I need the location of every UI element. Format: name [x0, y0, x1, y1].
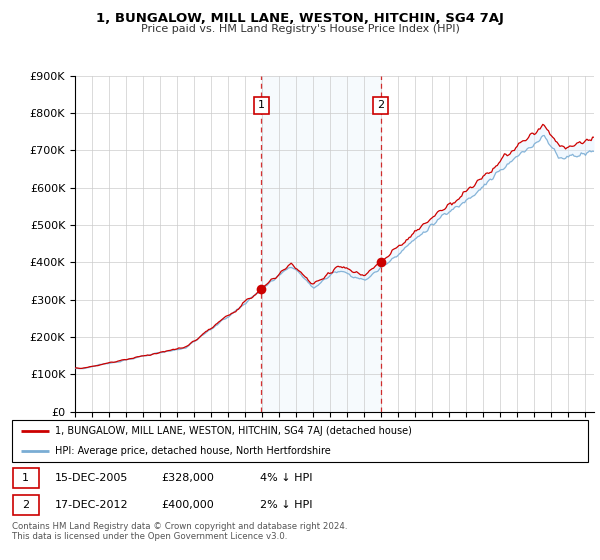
Text: £400,000: £400,000	[162, 500, 215, 510]
Bar	[13, 468, 39, 488]
Text: Price paid vs. HM Land Registry's House Price Index (HPI): Price paid vs. HM Land Registry's House …	[140, 24, 460, 34]
Text: 4% ↓ HPI: 4% ↓ HPI	[260, 473, 312, 483]
Text: 15-DEC-2005: 15-DEC-2005	[55, 473, 128, 483]
Text: £328,000: £328,000	[162, 473, 215, 483]
Text: 2: 2	[377, 100, 384, 110]
Text: 1: 1	[258, 100, 265, 110]
Bar	[262, 76, 380, 412]
Text: 1, BUNGALOW, MILL LANE, WESTON, HITCHIN, SG4 7AJ: 1, BUNGALOW, MILL LANE, WESTON, HITCHIN,…	[96, 12, 504, 25]
Text: 1: 1	[22, 473, 29, 483]
Text: Contains HM Land Registry data © Crown copyright and database right 2024.
This d: Contains HM Land Registry data © Crown c…	[12, 522, 347, 542]
Text: 2: 2	[22, 500, 29, 510]
Text: 1, BUNGALOW, MILL LANE, WESTON, HITCHIN, SG4 7AJ (detached house): 1, BUNGALOW, MILL LANE, WESTON, HITCHIN,…	[55, 426, 412, 436]
Text: 17-DEC-2012: 17-DEC-2012	[55, 500, 129, 510]
Bar	[13, 494, 39, 515]
Text: HPI: Average price, detached house, North Hertfordshire: HPI: Average price, detached house, Nort…	[55, 446, 331, 456]
Text: 2% ↓ HPI: 2% ↓ HPI	[260, 500, 312, 510]
